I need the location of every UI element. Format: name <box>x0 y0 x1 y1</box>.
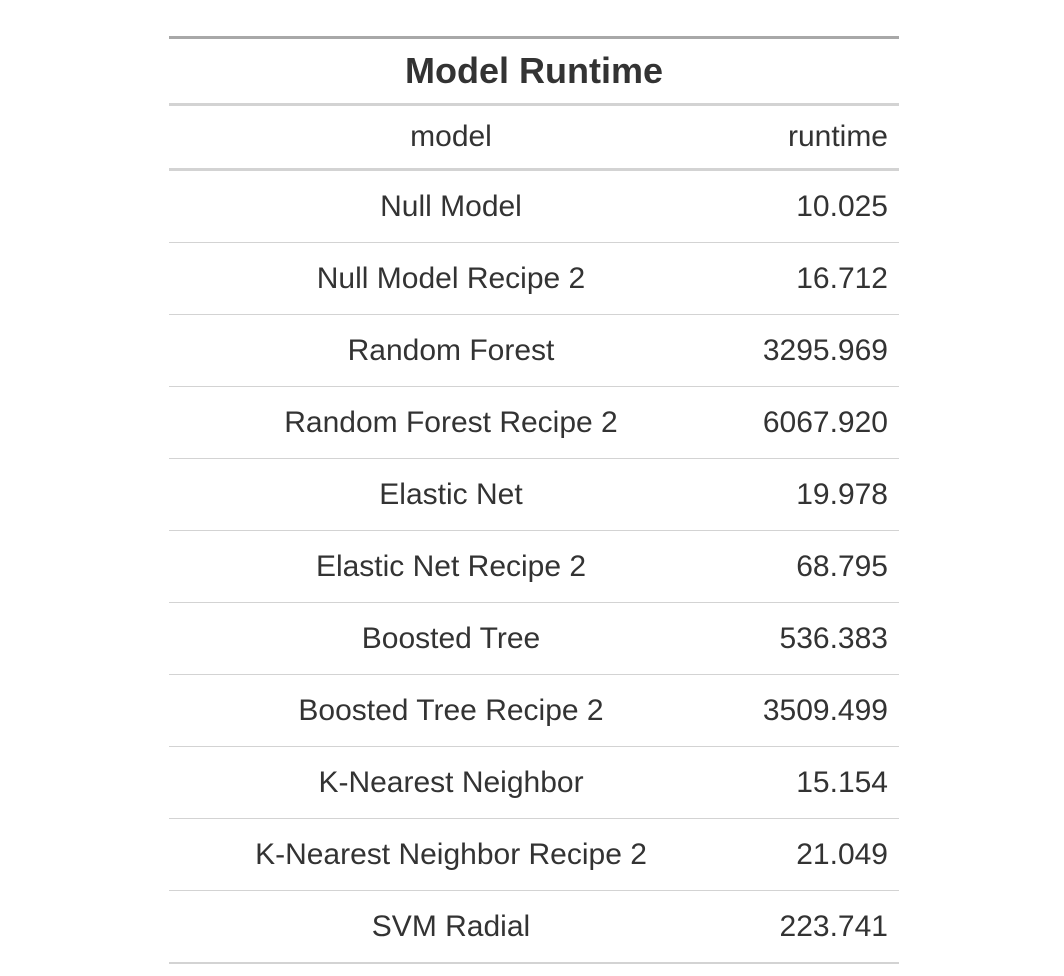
table-body: Null Model 10.025 Null Model Recipe 2 16.71… <box>169 169 899 964</box>
cell-model: Random Forest Recipe 2 <box>169 386 733 459</box>
table-row: Random Forest Recipe 2 6067.920 <box>169 386 899 459</box>
cell-runtime: 68.795 <box>733 530 899 603</box>
column-header-row: model runtime <box>169 104 899 171</box>
table-row: K-Nearest Neighbor Recipe 2 21.049 <box>169 818 899 891</box>
cell-model: Null Model Recipe 2 <box>169 242 733 315</box>
runtime-table: Model Runtime model runtime Null Model 10… <box>169 36 899 964</box>
cell-model: K-Nearest Neighbor Recipe 2 <box>169 818 733 891</box>
cell-runtime: 21.049 <box>733 818 899 891</box>
table-row: SVM Radial 223.741 <box>169 890 899 964</box>
table-row: Null Model 10.025 <box>169 169 899 243</box>
cell-model: Elastic Net Recipe 2 <box>169 530 733 603</box>
cell-model: Boosted Tree Recipe 2 <box>169 674 733 747</box>
table-row: Elastic Net Recipe 2 68.795 <box>169 530 899 603</box>
column-header-runtime: runtime <box>733 104 899 171</box>
title-row: Model Runtime <box>169 36 899 106</box>
cell-runtime: 15.154 <box>733 746 899 819</box>
table-row: Boosted Tree Recipe 2 3509.499 <box>169 674 899 747</box>
cell-model: K-Nearest Neighbor <box>169 746 733 819</box>
column-header-model: model <box>169 104 733 171</box>
table-row: K-Nearest Neighbor 15.154 <box>169 746 899 819</box>
table-row: Null Model Recipe 2 16.712 <box>169 242 899 315</box>
table-row: Elastic Net 19.978 <box>169 458 899 531</box>
cell-model: Random Forest <box>169 314 733 387</box>
cell-model: Elastic Net <box>169 458 733 531</box>
runtime-table-container: Model Runtime model runtime Null Model 10… <box>169 36 899 964</box>
cell-runtime: 3509.499 <box>733 674 899 747</box>
cell-runtime: 19.978 <box>733 458 899 531</box>
cell-model: Null Model <box>169 169 733 243</box>
table-row: Boosted Tree 536.383 <box>169 602 899 675</box>
cell-runtime: 10.025 <box>733 169 899 243</box>
table-title: Model Runtime <box>169 36 899 106</box>
cell-runtime: 6067.920 <box>733 386 899 459</box>
cell-runtime: 536.383 <box>733 602 899 675</box>
table-row: Random Forest 3295.969 <box>169 314 899 387</box>
cell-model: SVM Radial <box>169 890 733 964</box>
cell-runtime: 16.712 <box>733 242 899 315</box>
cell-runtime: 3295.969 <box>733 314 899 387</box>
cell-model: Boosted Tree <box>169 602 733 675</box>
cell-runtime: 223.741 <box>733 890 899 964</box>
